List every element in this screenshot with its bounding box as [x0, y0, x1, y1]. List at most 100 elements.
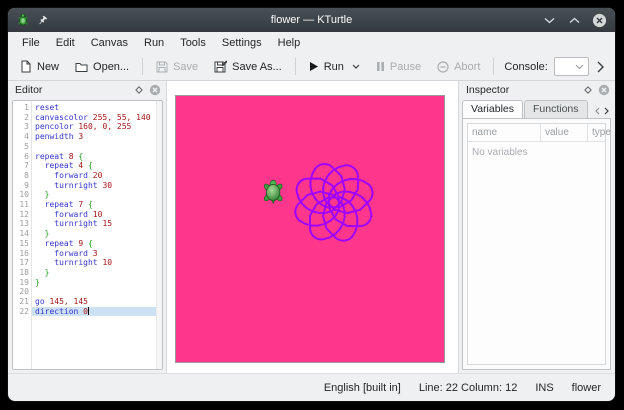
column-header-type[interactable]: type: [592, 127, 611, 138]
code-line: forward 3: [54, 248, 98, 258]
toolbar-separator: [294, 58, 296, 75]
run-dropdown-chevron-icon[interactable]: [352, 64, 360, 69]
editor-float-icon[interactable]: [132, 84, 145, 97]
menu-item-run[interactable]: Run: [144, 36, 165, 49]
minimize-button[interactable]: [541, 12, 557, 28]
line-number: 7: [24, 161, 29, 171]
line-number: 20: [19, 287, 29, 297]
line-number: 14: [19, 229, 29, 239]
text-cursor: [88, 306, 89, 315]
canvas-viewport: [166, 81, 459, 373]
inspector-float-icon[interactable]: [581, 84, 594, 97]
toolbar-separator: [493, 58, 495, 75]
tab-functions[interactable]: Functions: [524, 100, 588, 118]
code-line: pencolor 160, 0, 255: [35, 122, 132, 132]
combobox-chevron-icon: [575, 64, 584, 70]
abort-button[interactable]: Abort: [430, 58, 487, 76]
pin-icon[interactable]: [37, 15, 48, 26]
console-combobox[interactable]: [553, 57, 589, 76]
code-line: repeat 7 {: [44, 200, 93, 210]
line-number: 22: [19, 306, 29, 316]
toolbar-overflow-button[interactable]: [591, 59, 610, 75]
line-number: 15: [19, 238, 29, 248]
menu-item-edit[interactable]: Edit: [55, 36, 75, 49]
inspector-dock-title: Inspector: [466, 84, 510, 96]
window-title: flower — KTurtle: [270, 14, 353, 26]
tab-scroll-left-icon[interactable]: [595, 107, 600, 115]
line-number: 17: [19, 258, 29, 268]
turtle-sprite: [263, 180, 283, 205]
variables-pane: name value type No variables: [462, 118, 611, 370]
line-number: 19: [19, 277, 29, 287]
code-line: canvascolor 255, 55, 140: [35, 112, 151, 122]
line-number: 12: [19, 209, 29, 219]
code-line: }: [35, 277, 40, 287]
open-folder-icon: [75, 61, 88, 73]
code-line: reset: [35, 103, 60, 112]
abort-icon: [437, 60, 449, 73]
cursor-position-indicator: Line: 22 Column: 12: [418, 381, 518, 394]
code-line: turnright 15: [54, 219, 113, 229]
language-indicator: English [built in]: [323, 381, 401, 394]
line-number-gutter: 1 2 3 4 5 6 7 8 9 10 11 12 13 14 15 16 17 18 19 20 21 22: [13, 101, 32, 369]
code-line: }: [44, 267, 50, 277]
pause-button-label: Pause: [389, 60, 422, 73]
code-line: repeat 9 {: [44, 238, 93, 248]
pause-button[interactable]: Pause: [369, 58, 428, 76]
save-as-button[interactable]: Save As...: [207, 57, 289, 76]
document-name: flower: [571, 381, 601, 394]
title-bar[interactable]: flower — KTurtle: [8, 8, 615, 32]
line-number: 16: [19, 248, 29, 258]
save-as-icon: [214, 60, 228, 73]
line-number: 4: [24, 132, 29, 142]
line-number: 11: [19, 200, 29, 210]
code-line: penwidth 3: [35, 132, 84, 142]
new-file-icon: [20, 60, 32, 73]
column-header-name[interactable]: name: [468, 124, 541, 141]
line-number: 3: [24, 122, 29, 132]
column-header-value[interactable]: value: [541, 124, 588, 141]
editor-close-icon[interactable]: [148, 84, 161, 97]
code-editor[interactable]: 1 2 3 4 5 6 7 8 9 10 11 12 13 14 15 16 17 18 19 20 21 22 rese…: [12, 100, 163, 370]
toolbar-separator: [142, 58, 144, 75]
code-line: turnright 30: [54, 180, 113, 190]
code-line: }: [44, 190, 50, 200]
line-number: 21: [19, 297, 29, 307]
line-number: 6: [24, 151, 29, 161]
menu-item-tools[interactable]: Tools: [180, 36, 206, 49]
code-line: [32, 142, 162, 152]
menu-item-file[interactable]: File: [22, 36, 40, 49]
save-icon: [156, 61, 168, 73]
editor-scrollbar[interactable]: [156, 101, 162, 369]
line-number: 5: [24, 141, 29, 151]
code-line: forward 10: [54, 209, 103, 219]
variables-table-header: name value type: [468, 124, 611, 142]
close-button[interactable]: [591, 12, 607, 28]
tab-variables[interactable]: Variables: [462, 100, 523, 118]
open-button[interactable]: Open...: [68, 58, 136, 76]
variables-table: name value type No variables: [467, 123, 611, 365]
no-variables-text: No variables: [472, 147, 528, 158]
editor-dock-title: Editor: [15, 84, 43, 96]
menu-item-help[interactable]: Help: [277, 36, 301, 49]
app-turtle-icon: [16, 13, 30, 27]
new-button[interactable]: New: [13, 57, 66, 76]
code-line: repeat 4 {: [44, 161, 93, 171]
status-bar: English [built in] Line: 22 Column: 12 I…: [8, 373, 615, 401]
editor-dock: Editor 1 2 3 4 5 6 7 8 9 10 11 12 13 14 15 16 17 18 19 20 21…: [8, 81, 166, 373]
menu-item-settings[interactable]: Settings: [221, 36, 262, 49]
flower-drawing: [294, 163, 374, 242]
code-line: }: [44, 229, 50, 239]
save-button[interactable]: Save: [149, 58, 205, 76]
code-area: reset canvascolor 255, 55, 140 pencolor 16…: [32, 101, 162, 369]
maximize-button[interactable]: [566, 12, 582, 28]
save-as-button-label: Save As...: [232, 60, 282, 73]
menu-item-canvas[interactable]: Canvas: [90, 36, 128, 49]
line-number: 9: [24, 180, 29, 190]
insert-mode-indicator: INS: [535, 381, 554, 394]
run-button[interactable]: Run: [302, 58, 367, 76]
line-number: 18: [19, 267, 29, 277]
abort-button-label: Abort: [454, 60, 481, 73]
tab-scroll-right-icon[interactable]: [604, 107, 609, 115]
inspector-close-icon[interactable]: [597, 84, 610, 97]
